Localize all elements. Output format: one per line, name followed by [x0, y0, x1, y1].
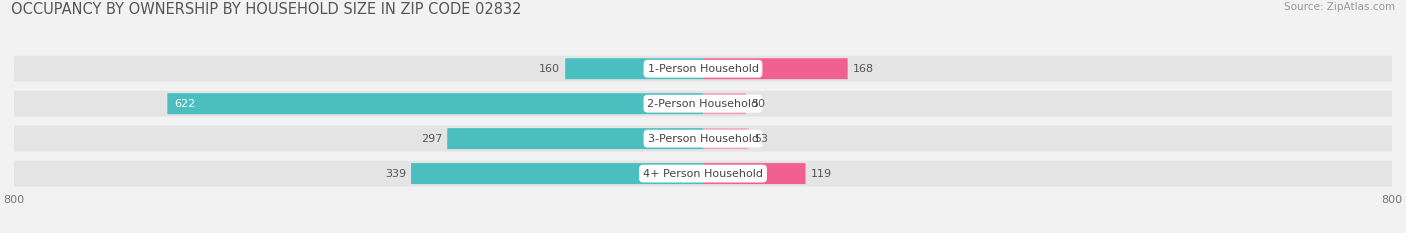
FancyBboxPatch shape: [14, 161, 1392, 187]
Text: 339: 339: [385, 169, 406, 178]
FancyBboxPatch shape: [411, 163, 703, 184]
Text: Source: ZipAtlas.com: Source: ZipAtlas.com: [1284, 2, 1395, 12]
FancyBboxPatch shape: [167, 93, 703, 114]
Text: 4+ Person Household: 4+ Person Household: [643, 169, 763, 178]
FancyBboxPatch shape: [14, 126, 1392, 152]
Text: 297: 297: [420, 134, 441, 144]
FancyBboxPatch shape: [703, 163, 806, 184]
FancyBboxPatch shape: [447, 128, 703, 149]
FancyBboxPatch shape: [565, 58, 703, 79]
Text: OCCUPANCY BY OWNERSHIP BY HOUSEHOLD SIZE IN ZIP CODE 02832: OCCUPANCY BY OWNERSHIP BY HOUSEHOLD SIZE…: [11, 2, 522, 17]
Text: 2-Person Household: 2-Person Household: [647, 99, 759, 109]
FancyBboxPatch shape: [703, 128, 748, 149]
Text: 160: 160: [538, 64, 560, 74]
FancyBboxPatch shape: [14, 56, 1392, 82]
Text: 622: 622: [174, 99, 195, 109]
FancyBboxPatch shape: [703, 93, 747, 114]
Text: 53: 53: [754, 134, 768, 144]
FancyBboxPatch shape: [14, 91, 1392, 117]
Text: 168: 168: [853, 64, 875, 74]
Text: 50: 50: [751, 99, 765, 109]
Text: 3-Person Household: 3-Person Household: [648, 134, 758, 144]
Text: 119: 119: [811, 169, 832, 178]
FancyBboxPatch shape: [703, 58, 848, 79]
Text: 1-Person Household: 1-Person Household: [648, 64, 758, 74]
